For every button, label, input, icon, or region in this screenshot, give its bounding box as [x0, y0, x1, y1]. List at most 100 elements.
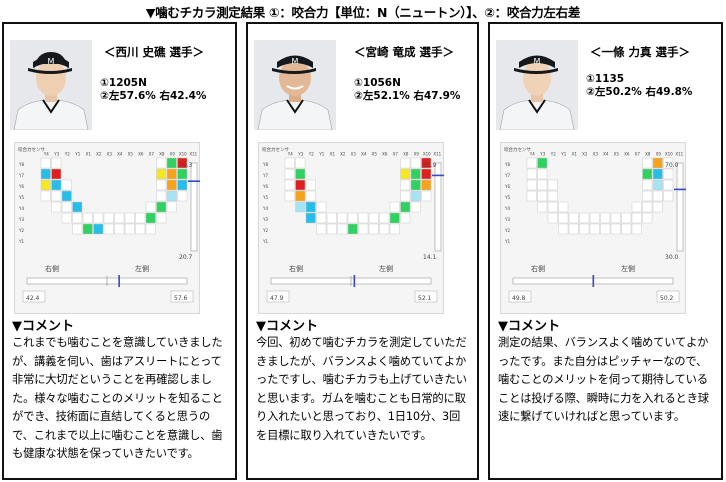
column-label: X9 — [414, 152, 420, 157]
right-pct-label: 49.8 — [512, 295, 526, 302]
sensor-cell — [652, 179, 663, 191]
player-name: ＜一條 力真 選手＞ — [590, 45, 691, 59]
sensor-cell — [177, 157, 188, 169]
bite-force-chart: 咬合力センサ Y4 Y3 Y2 Y1 X1 X2 X3 X4 X5 X6 X7 X8 X9 X10 X11 Y8… — [258, 142, 444, 314]
sensor-cell — [652, 157, 663, 169]
sensor-cell — [316, 212, 327, 224]
sensor-cell — [642, 179, 653, 191]
sensor-cell — [652, 168, 663, 180]
row-label: Y1 — [262, 239, 268, 244]
sensor-cell — [93, 223, 104, 235]
left-side-label: 左側 — [621, 264, 635, 273]
sensor-cell — [156, 212, 167, 224]
sensor-cell — [326, 212, 337, 224]
column-label: Y4 — [43, 152, 49, 157]
player-panel-nishikawa: M ＜西川 史礁 選手＞ ①1205N ②左57.6% 右42.4% 咬合力セン… — [2, 22, 237, 480]
sensor-cell — [135, 212, 146, 224]
sensor-cell — [61, 190, 72, 202]
sensor-cell — [305, 201, 316, 213]
comment-title: ▼コメント — [12, 319, 74, 334]
bite-result: ①1135 ②左50.2% 右49.8% — [586, 73, 692, 99]
column-label: X2 — [96, 152, 102, 157]
column-label: X8 — [403, 152, 409, 157]
left-pct-box — [170, 290, 194, 303]
sensor-cell — [558, 223, 569, 235]
column-label: Y3 — [539, 152, 545, 157]
player-photo-image: M — [10, 40, 92, 130]
column-label: X3 — [107, 152, 113, 157]
sensor-cell — [103, 212, 114, 224]
sensor-cell — [337, 223, 348, 235]
sensor-cell — [284, 157, 295, 169]
svg-text:M: M — [292, 57, 299, 66]
sensor-cell — [421, 168, 432, 180]
player-name: ＜西川 史礁 選手＞ — [104, 45, 205, 59]
player-comment: これまでも噛むことを意識していきましたが、講義を伺い、歯はアスリートにとって非常… — [12, 336, 223, 460]
sensor-cell — [103, 223, 114, 235]
sensor-cell — [40, 157, 51, 169]
player-name: ＜宮崎 竜成 選手＞ — [354, 45, 455, 59]
sensor-cell — [610, 212, 621, 224]
row-label: Y8 — [262, 162, 268, 167]
right-pct-label: 42.4 — [26, 295, 40, 302]
column-label: X7 — [635, 152, 641, 157]
total-max-label: 85.9 — [423, 162, 437, 169]
sensor-cell — [156, 201, 167, 213]
player-photo: M — [254, 40, 336, 130]
column-label: X11 — [433, 152, 441, 157]
player-comment: 測定の結果、バランスよく噛めていてよかったです。また自分はピッチャーなので、噛む… — [498, 336, 709, 423]
column-label: X9 — [170, 152, 176, 157]
column-label: X8 — [645, 152, 651, 157]
total-min-label: 14.1 — [423, 254, 437, 261]
sensor-cell — [547, 212, 558, 224]
sensor-cell — [642, 168, 653, 180]
column-label: Y4 — [529, 152, 535, 157]
row-label: Y6 — [504, 184, 510, 189]
page-header: ▼噛むチカラ測定結果 ①：咬合力【単位：N（ニュートン）】、②：咬合力左右差 — [145, 5, 581, 20]
sensor-cell — [156, 179, 167, 191]
sensor-cell — [295, 157, 306, 169]
column-label: X5 — [372, 152, 378, 157]
sensor-cell — [642, 212, 653, 224]
row-label: Y2 — [504, 228, 510, 233]
sensor-cell — [358, 212, 369, 224]
row-label: Y7 — [504, 173, 510, 178]
player-comment: 今回、初めて噛むチカラを測定していただきましたが、バランスよく噛めていてよかった… — [256, 336, 467, 442]
sensor-cell — [177, 168, 188, 180]
row-label: Y2 — [18, 228, 24, 233]
sensor-cell — [82, 223, 93, 235]
sensor-cell — [537, 157, 548, 169]
column-label: Y1 — [74, 152, 80, 157]
right-pct-box — [508, 290, 532, 303]
sensor-cell — [410, 190, 421, 202]
column-label: X2 — [582, 152, 588, 157]
sensor-cell — [284, 168, 295, 180]
row-label: Y5 — [504, 195, 510, 200]
sensor-cell — [631, 212, 642, 224]
total-max-label: 70.0 — [665, 162, 679, 169]
bite-result: ①1056N ②左52.1% 右47.9% — [354, 77, 460, 103]
column-label: Y3 — [53, 152, 59, 157]
sensor-cell — [51, 157, 62, 169]
sensor-cell — [326, 223, 337, 235]
column-label: X6 — [382, 152, 388, 157]
sensor-cell — [93, 212, 104, 224]
row-label: Y6 — [262, 184, 268, 189]
sensor-cell — [51, 201, 62, 213]
right-side-label: 右側 — [45, 264, 59, 273]
sensor-cell — [177, 179, 188, 191]
sensor-cell — [114, 212, 125, 224]
sensor-cell — [579, 223, 590, 235]
sensor-cell — [621, 223, 632, 235]
sensor-cell — [347, 223, 358, 235]
right-pct-box — [22, 290, 46, 303]
total-min-label: 20.7 — [179, 254, 193, 261]
sensor-cell — [284, 179, 295, 191]
svg-text:M: M — [48, 57, 55, 66]
sensor-cell — [389, 212, 400, 224]
sensor-cell — [410, 168, 421, 180]
row-label: Y1 — [504, 239, 510, 244]
sensor-cell — [410, 201, 421, 213]
column-label: X4 — [603, 152, 609, 157]
